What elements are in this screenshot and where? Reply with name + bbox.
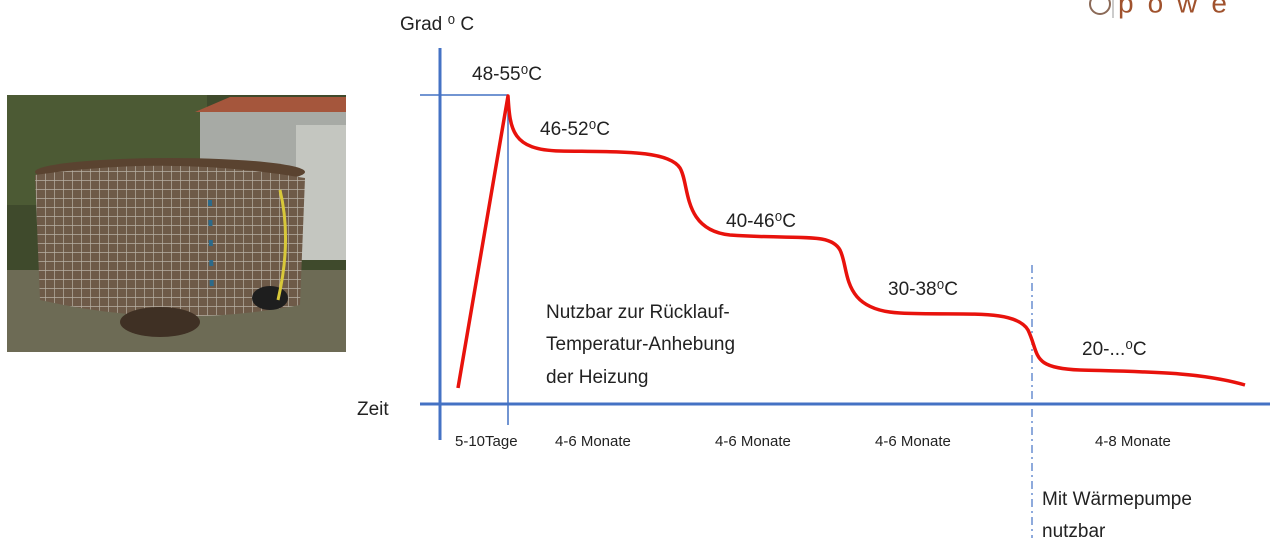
phase-temperature: 20-...⁰C xyxy=(1082,339,1147,360)
y-axis-label: Grad ⁰ C xyxy=(400,14,474,35)
note-heating: Nutzbar zur Rücklauf- xyxy=(546,302,730,323)
phase-duration: 4-8 Monate xyxy=(1095,433,1171,450)
phase-temperature: 48-55⁰C xyxy=(472,64,542,85)
page: {"y_axis_label": "Grad ⁰ C", "x_axis_lab… xyxy=(0,0,1279,538)
slide: powe Grad ⁰ C Zeit 48-55⁰C 46-52⁰C 40-46… xyxy=(0,0,1279,538)
note-heat-pump: Mit Wärmepumpe xyxy=(1042,489,1192,510)
phase-temperature: 40-46⁰C xyxy=(726,211,796,232)
note-heat-pump: nutzbar xyxy=(1042,521,1106,538)
note-heating: Temperatur-Anhebung xyxy=(546,334,735,355)
compost-photo xyxy=(7,95,346,352)
phase-duration: 5-10Tage xyxy=(455,433,518,450)
logo: powe xyxy=(1090,0,1241,18)
phase-duration: 4-6 Monate xyxy=(875,433,951,450)
note-heating: der Heizung xyxy=(546,367,648,388)
logo-text: powe xyxy=(1118,0,1241,18)
phase-duration: 4-6 Monate xyxy=(555,433,631,450)
phase-duration: 4-6 Monate xyxy=(715,433,791,450)
phase-temperature: 30-38⁰C xyxy=(888,279,958,300)
phase-temperature: 46-52⁰C xyxy=(540,119,610,140)
x-axis-label: Zeit xyxy=(357,399,389,420)
